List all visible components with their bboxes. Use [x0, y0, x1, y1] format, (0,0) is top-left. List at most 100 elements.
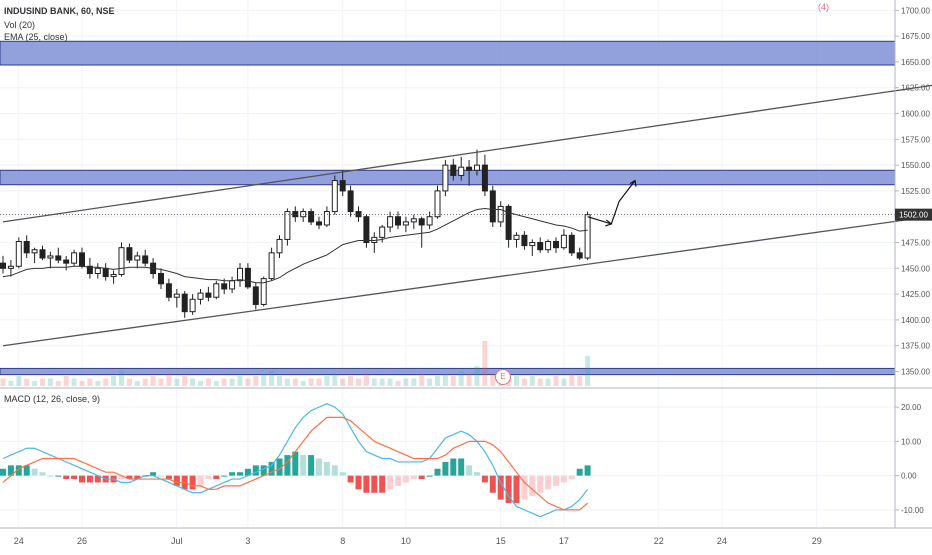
macd-label[interactable]: MACD (12, 26, close, 9)	[4, 394, 101, 404]
candle[interactable]	[489, 185, 496, 228]
earnings-marker-icon[interactable]: E	[495, 369, 511, 385]
candle[interactable]	[323, 206, 330, 228]
candle[interactable]	[260, 276, 267, 307]
candle[interactable]	[513, 232, 520, 248]
candle[interactable]	[86, 258, 93, 279]
candle[interactable]	[181, 291, 188, 318]
candle[interactable]	[576, 247, 583, 261]
candle[interactable]	[63, 255, 70, 271]
volume-bar	[87, 378, 93, 386]
candle[interactable]	[560, 229, 567, 250]
candle[interactable]	[395, 211, 401, 230]
ema-label[interactable]: EMA (25, close)	[4, 32, 68, 42]
candle[interactable]	[410, 214, 417, 230]
candle[interactable]	[79, 247, 85, 269]
candle[interactable]	[126, 243, 133, 264]
candle[interactable]	[276, 235, 283, 258]
candle[interactable]	[568, 232, 575, 256]
candle[interactable]	[355, 206, 362, 222]
candle[interactable]	[15, 237, 22, 269]
event-count-badge[interactable]: (4)	[818, 2, 829, 12]
candle[interactable]	[205, 286, 212, 302]
current-price-label: 1502.00	[899, 211, 928, 220]
candle[interactable]	[142, 249, 149, 267]
candle[interactable]	[221, 278, 228, 295]
candle[interactable]	[553, 237, 559, 253]
candle[interactable]	[545, 239, 552, 253]
candle[interactable]	[23, 235, 30, 258]
candle[interactable]	[529, 239, 536, 256]
volume-bar	[324, 376, 330, 386]
candle[interactable]	[442, 159, 449, 197]
candle[interactable]	[94, 263, 101, 279]
candle[interactable]	[481, 154, 488, 197]
candle[interactable]	[213, 280, 220, 300]
candle[interactable]	[316, 216, 322, 230]
candle[interactable]	[292, 206, 299, 222]
volume-bar	[205, 378, 211, 386]
candle[interactable]	[252, 282, 259, 310]
candle[interactable]	[347, 185, 354, 217]
candle-body-down	[363, 216, 370, 244]
candle[interactable]	[134, 251, 141, 269]
projection-arrow-head	[629, 179, 637, 187]
candle[interactable]	[55, 247, 62, 264]
candle[interactable]	[458, 156, 465, 181]
candle[interactable]	[521, 231, 528, 250]
macd-histogram-bar	[355, 475, 362, 490]
candle[interactable]	[418, 216, 425, 248]
volume-bar	[490, 373, 496, 386]
candle[interactable]	[474, 149, 480, 176]
candle[interactable]	[0, 255, 6, 274]
candle[interactable]	[450, 158, 457, 181]
candle[interactable]	[584, 211, 591, 261]
candle[interactable]	[110, 270, 117, 284]
candle[interactable]	[426, 211, 433, 230]
candle[interactable]	[173, 288, 180, 308]
volume-label[interactable]: Vol (20)	[4, 20, 36, 30]
candle[interactable]	[229, 276, 236, 294]
support-resistance-zone[interactable]	[0, 40, 896, 66]
volume-bar	[95, 381, 101, 386]
candle[interactable]	[39, 245, 46, 261]
candle[interactable]	[71, 249, 78, 267]
channel-lower-line[interactable]	[2, 214, 932, 347]
candle[interactable]	[189, 294, 196, 315]
candle-body-down	[244, 267, 251, 288]
candle[interactable]	[237, 263, 243, 287]
candle[interactable]	[31, 247, 38, 264]
candle[interactable]	[244, 263, 251, 289]
candle[interactable]	[331, 175, 338, 215]
candle[interactable]	[118, 242, 125, 277]
candle[interactable]	[308, 208, 315, 225]
candle[interactable]	[402, 216, 409, 233]
candle[interactable]	[339, 170, 346, 197]
channel-upper-line[interactable]	[2, 83, 932, 223]
candle[interactable]	[371, 232, 378, 253]
candle-layer[interactable]	[0, 149, 591, 318]
candle[interactable]	[102, 263, 109, 281]
candle[interactable]	[268, 247, 275, 281]
macd-line[interactable]	[2, 403, 589, 518]
candle[interactable]	[466, 159, 473, 186]
candle[interactable]	[497, 201, 504, 228]
candle[interactable]	[363, 214, 370, 248]
candle[interactable]	[47, 251, 54, 269]
candle[interactable]	[165, 278, 172, 302]
candle[interactable]	[7, 260, 14, 277]
signal-line[interactable]	[2, 416, 588, 511]
time-tick-label: 15	[496, 536, 506, 546]
candle[interactable]	[197, 288, 204, 305]
projection-arrow[interactable]	[587, 180, 636, 225]
candle[interactable]	[505, 204, 512, 248]
candle[interactable]	[434, 185, 441, 219]
symbol-title[interactable]: INDUSIND BANK, 60, NSE	[4, 6, 115, 16]
candle[interactable]	[537, 237, 544, 253]
volume-bar	[103, 378, 109, 386]
ema-line[interactable]	[2, 207, 588, 284]
candle[interactable]	[300, 208, 307, 222]
candle[interactable]	[284, 208, 291, 246]
candle[interactable]	[158, 268, 164, 289]
candle-body-down	[0, 262, 6, 269]
